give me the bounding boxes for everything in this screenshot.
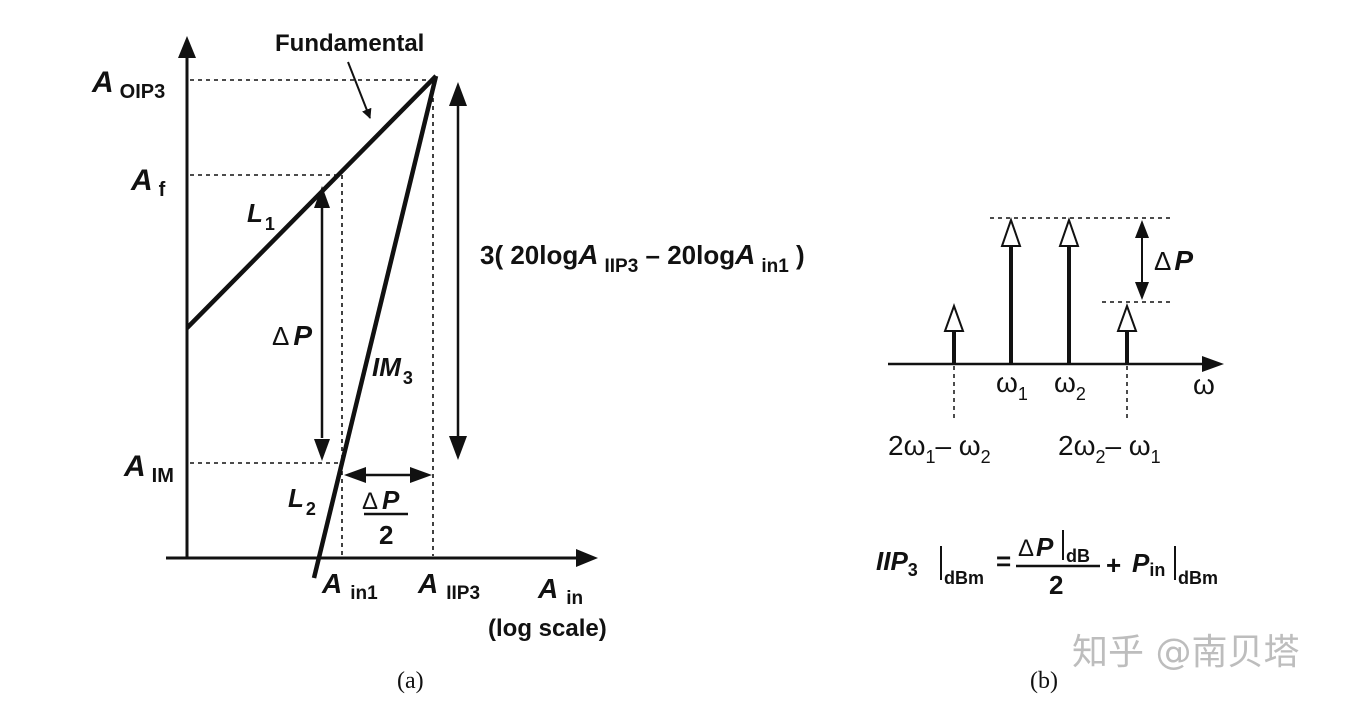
half-arrowhead-left <box>344 467 366 483</box>
omega2-label: ω2 <box>1054 367 1086 404</box>
three-times-formula: 3( 20logA IIP3 – 20logA in1 ) <box>480 239 805 277</box>
frequency-axis-arrowhead <box>1202 356 1224 372</box>
equation-num-unit: dB <box>1066 546 1090 566</box>
fundamental-line <box>185 74 438 330</box>
a-oip3-label: A OIP3 <box>91 66 165 103</box>
spectral-line-omega1 <box>1000 216 1022 364</box>
delta-p-arrowhead-up <box>314 186 330 208</box>
delta-p-b-arrowhead-up <box>1135 220 1149 238</box>
a-im-label: A IM <box>123 450 174 487</box>
half-denominator: 2 <box>379 520 393 550</box>
im3-label: IM 3 <box>372 352 413 388</box>
a-iip3-label: A IIP3 <box>417 568 480 604</box>
equation-lhs: IIP3 <box>876 546 918 580</box>
equation-pin: Pin <box>1132 548 1165 580</box>
big-arrowhead-up <box>449 82 467 106</box>
delta-p-arrowhead-down <box>314 439 330 461</box>
equation-denominator: 2 <box>1049 570 1063 600</box>
fundamental-label: Fundamental <box>275 30 424 57</box>
omega-axis-label: ω <box>1193 369 1215 400</box>
fundamental-pointer <box>347 61 372 119</box>
caption-b: (b) <box>1030 668 1058 694</box>
level-guides <box>953 217 1170 420</box>
big-arrowhead-down <box>449 436 467 460</box>
spectral-line-im-high <box>1116 303 1138 364</box>
x-axis-arrowhead <box>576 549 598 567</box>
equation-pin-unit: dBm <box>1178 568 1218 588</box>
caption-a: (a) <box>397 668 424 694</box>
log-scale-label: (log scale) <box>488 615 607 642</box>
im-low-label: 2ω1– ω2 <box>888 430 991 467</box>
watermark: 知乎 @南贝塔 <box>1072 632 1299 673</box>
iip3-equation: IIP3 dBm = ΔP dB 2 + Pin dBm <box>876 530 1218 600</box>
omega1-label: ω1 <box>996 367 1028 404</box>
equation-equals: = <box>996 546 1011 576</box>
y-axis-arrowhead <box>178 36 196 58</box>
im3-line <box>311 75 439 579</box>
im-high-label: 2ω2– ω1 <box>1058 430 1161 467</box>
guide-lines <box>190 79 434 556</box>
spectral-line-omega2 <box>1058 216 1080 364</box>
spectral-line-im-low <box>943 303 965 364</box>
delta-p-b-arrowhead-down <box>1135 282 1149 300</box>
equation-plus: + <box>1106 550 1121 580</box>
equation-lhs-unit: dBm <box>944 568 984 588</box>
half-arrowhead-right <box>410 467 432 483</box>
equation-numerator: ΔP <box>1018 532 1054 562</box>
